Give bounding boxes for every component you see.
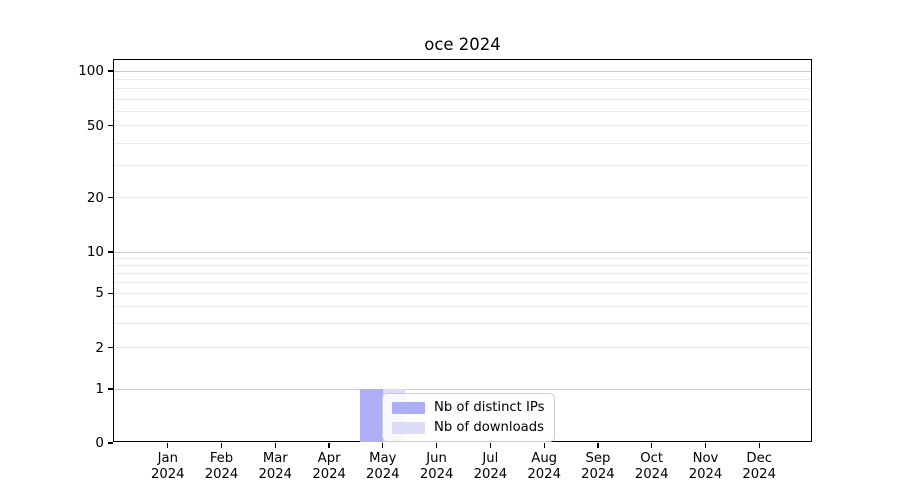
x-tick-jun-2024 — [435, 443, 438, 448]
axis-layer: 0 1 2 5 10 20 50 100 Jan 2024 Feb 2024 Mar 2024 Apr… — [78, 60, 811, 482]
x-tick-label-apr-2024: Apr 2024 — [312, 451, 346, 482]
x-tick-feb-2024 — [220, 443, 223, 448]
x-tick-label-aug-2024: Aug 2024 — [527, 451, 561, 482]
plot-area: 0 1 2 5 10 20 50 100 Jan 2024 Feb 2024 Mar 2024 Apr… — [78, 59, 812, 482]
x-tick-jan-2024 — [167, 443, 169, 448]
y-tick-label-20: 20 — [86, 189, 104, 206]
gridline-y-6 — [114, 281, 811, 283]
legend-label-downloads: Nb of downloads — [434, 420, 544, 435]
x-tick-label-nov-2024: Nov 2024 — [688, 451, 723, 482]
y-tick-1 — [108, 388, 113, 390]
legend: Nb of distinct IPs Nb of downloads — [382, 393, 555, 442]
gridline-y-100 — [114, 70, 811, 72]
y-tick-label-10: 10 — [86, 244, 104, 260]
x-tick-apr-2024 — [328, 443, 330, 448]
gridline-y-70 — [114, 98, 811, 100]
y-tick-100 — [108, 70, 113, 72]
x-tick-label-oct-2024: Oct 2024 — [634, 451, 669, 482]
x-tick-dec-2024 — [758, 443, 760, 448]
y-tick-label-100: 100 — [78, 63, 104, 79]
gridline-y-50 — [114, 125, 811, 126]
y-tick-2 — [108, 347, 113, 349]
gridline-y-60 — [114, 110, 811, 112]
y-tick-20 — [108, 196, 113, 199]
x-tick-label-jun-2024: Jun 2024 — [419, 451, 454, 482]
x-tick-label-jan-2024: Jan 2024 — [151, 451, 185, 482]
gridline-y-20 — [114, 197, 811, 198]
y-tick-label-1: 1 — [95, 381, 104, 397]
legend-swatch-distinct-ips — [392, 401, 425, 414]
gridline-y-5 — [114, 292, 811, 294]
x-tick-nov-2024 — [704, 443, 707, 448]
x-tick-label-mar-2024: Mar 2024 — [258, 451, 293, 482]
gridline-y-8 — [114, 264, 811, 266]
legend-label-distinct-ips: Nb of distinct IPs — [434, 400, 545, 415]
x-tick-label-jul-2024: Jul 2024 — [473, 451, 508, 482]
gridline-y-1 — [114, 388, 811, 390]
grid-layer — [114, 60, 811, 441]
x-tick-label-dec-2024: Dec 2024 — [742, 451, 776, 482]
x-tick-aug-2024 — [543, 443, 545, 448]
y-tick-label-2: 2 — [95, 339, 104, 356]
y-tick-label-50: 50 — [86, 117, 104, 134]
x-tick-label-may-2024: May 2024 — [366, 451, 400, 482]
y-tick-50 — [108, 124, 113, 127]
y-tick-5 — [108, 292, 113, 294]
gridline-y-4 — [114, 306, 811, 307]
x-tick-jul-2024 — [489, 443, 492, 448]
chart-title: oce 2024 — [424, 35, 501, 54]
gridline-y-90 — [114, 78, 811, 80]
gridline-y-7 — [114, 272, 811, 274]
y-tick-label-0: 0 — [95, 435, 104, 451]
legend-swatch-downloads — [392, 421, 425, 434]
bar-nb-of-distinct-ips-may-2024 — [360, 389, 383, 442]
x-tick-label-sep-2024: Sep 2024 — [581, 451, 615, 482]
gridline-y-2 — [114, 347, 811, 349]
x-tick-may-2024 — [382, 443, 384, 448]
gridline-y-9 — [114, 257, 811, 259]
y-tick-label-5: 5 — [95, 285, 104, 302]
gridline-y-40 — [114, 142, 811, 144]
x-tick-sep-2024 — [597, 443, 599, 448]
gridline-y-80 — [114, 88, 811, 89]
legend-item-downloads: Nb of downloads — [392, 419, 545, 436]
legend-item-distinct-ips: Nb of distinct IPs — [392, 399, 545, 416]
x-tick-label-feb-2024: Feb 2024 — [204, 451, 239, 482]
gridline-y-10 — [114, 251, 811, 253]
x-tick-mar-2024 — [274, 443, 276, 448]
y-tick-0 — [108, 442, 113, 444]
gridline-y-30 — [114, 165, 811, 167]
gridline-y-3 — [114, 323, 811, 325]
x-tick-oct-2024 — [651, 443, 653, 448]
y-tick-10 — [108, 251, 113, 253]
